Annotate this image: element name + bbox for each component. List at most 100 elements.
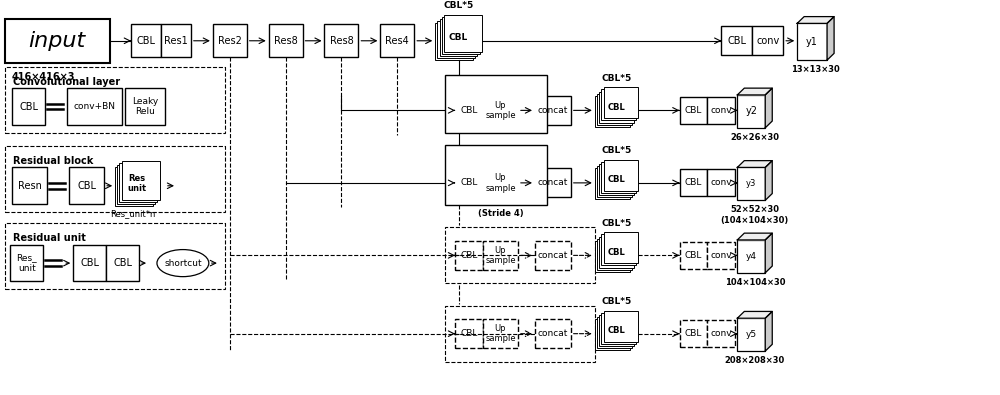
Bar — [125, 88, 165, 125]
Bar — [737, 167, 765, 200]
Bar — [595, 168, 630, 199]
Text: CBL: CBL — [113, 258, 132, 268]
Bar — [12, 88, 45, 125]
Bar — [122, 161, 160, 200]
Text: 26×26×30: 26×26×30 — [730, 133, 779, 142]
Bar — [455, 168, 483, 198]
Polygon shape — [797, 17, 834, 23]
Bar — [595, 319, 630, 350]
Bar — [597, 166, 632, 197]
Polygon shape — [737, 161, 772, 167]
Bar — [604, 87, 638, 118]
Bar — [535, 319, 571, 348]
Bar — [797, 23, 827, 60]
Bar — [595, 96, 630, 127]
Text: CBL: CBL — [460, 179, 478, 187]
Bar — [73, 245, 106, 282]
Bar — [115, 167, 153, 206]
Bar — [599, 315, 634, 346]
Bar — [737, 240, 765, 273]
Bar — [707, 169, 735, 196]
Bar — [599, 92, 634, 122]
Bar — [161, 24, 191, 57]
Text: conv: conv — [711, 251, 732, 260]
Bar — [604, 232, 638, 263]
Text: Up
sample: Up sample — [485, 324, 516, 343]
Text: concat: concat — [538, 251, 568, 260]
Text: 52×52×30
(104×104×30): 52×52×30 (104×104×30) — [721, 205, 789, 224]
Bar — [483, 168, 518, 198]
Bar — [604, 311, 638, 342]
Text: Leaky
Relu: Leaky Relu — [132, 97, 158, 116]
Bar — [601, 162, 636, 193]
Text: CBL*5: CBL*5 — [443, 1, 474, 10]
Bar — [483, 319, 518, 348]
Text: Res2: Res2 — [218, 36, 242, 46]
Text: (Stride 4): (Stride 4) — [478, 209, 523, 218]
Polygon shape — [765, 161, 772, 200]
Bar — [599, 237, 634, 267]
Polygon shape — [765, 233, 772, 273]
Bar — [680, 320, 707, 347]
Text: Up
sample: Up sample — [485, 173, 516, 193]
Text: y1: y1 — [806, 37, 818, 47]
Bar — [597, 239, 632, 270]
Text: CBL*5: CBL*5 — [601, 146, 632, 155]
Text: Up
sample: Up sample — [485, 246, 516, 265]
Text: CBL: CBL — [608, 326, 625, 335]
Text: Res8: Res8 — [330, 36, 353, 46]
Bar — [119, 163, 157, 202]
Bar — [535, 168, 571, 198]
Bar — [737, 318, 765, 351]
Text: input: input — [29, 31, 86, 51]
Text: CBL: CBL — [727, 36, 746, 46]
Bar — [483, 96, 518, 125]
Text: CBL: CBL — [460, 106, 478, 115]
Bar — [680, 242, 707, 269]
Bar — [10, 245, 43, 282]
Text: concat: concat — [538, 179, 568, 187]
Text: Convolutional layer: Convolutional layer — [13, 77, 120, 87]
Bar — [131, 24, 161, 57]
Bar — [5, 146, 225, 212]
Polygon shape — [827, 17, 834, 60]
Text: CBL: CBL — [685, 106, 702, 115]
Text: Up
sample: Up sample — [485, 101, 516, 120]
Text: Residual unit: Residual unit — [13, 233, 86, 243]
Bar — [752, 26, 783, 55]
Text: CBL: CBL — [685, 251, 702, 260]
Bar — [737, 95, 765, 128]
Bar — [601, 90, 636, 120]
Text: CBL: CBL — [19, 102, 38, 111]
Polygon shape — [765, 311, 772, 351]
Bar — [117, 165, 155, 204]
Bar — [599, 164, 634, 195]
Text: y4: y4 — [746, 252, 757, 261]
Text: concat: concat — [538, 106, 568, 115]
Bar — [595, 241, 630, 272]
Bar — [324, 24, 358, 57]
Bar — [69, 167, 104, 204]
Polygon shape — [737, 88, 772, 95]
Text: conv: conv — [711, 329, 732, 338]
Text: Res1: Res1 — [164, 36, 188, 46]
Text: Resn: Resn — [18, 181, 42, 191]
Bar — [601, 313, 636, 344]
Bar — [444, 15, 482, 52]
Text: conv+BN: conv+BN — [74, 102, 116, 111]
Bar — [435, 23, 473, 60]
Text: CBL: CBL — [608, 103, 625, 112]
Bar — [5, 67, 225, 133]
Bar — [5, 224, 225, 289]
Bar — [721, 26, 752, 55]
Polygon shape — [737, 233, 772, 240]
Bar — [455, 96, 483, 125]
Bar — [597, 317, 632, 348]
Text: y5: y5 — [746, 330, 757, 339]
Text: CBL: CBL — [449, 33, 468, 42]
Text: 13×13×30: 13×13×30 — [791, 65, 840, 74]
Bar — [455, 319, 483, 348]
Text: CBL: CBL — [77, 181, 96, 191]
Bar — [445, 145, 547, 205]
Bar — [440, 19, 477, 56]
